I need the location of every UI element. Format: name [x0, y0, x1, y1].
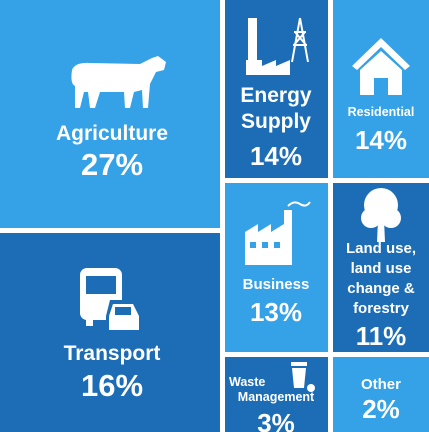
tile-label: Agriculture — [56, 122, 168, 145]
tile-label: Residential — [348, 105, 415, 119]
tile-label: Management — [238, 390, 315, 404]
tile-value: 3% — [257, 408, 295, 432]
waste-text: Waste Management 3% — [229, 375, 315, 432]
tile-label: Transport — [64, 342, 161, 365]
tile-value: 16% — [81, 368, 143, 403]
bus-icon — [80, 268, 144, 334]
waste-tile — [225, 357, 328, 432]
tree-icon — [361, 188, 401, 242]
cow-icon — [71, 56, 166, 108]
tile-value: 11% — [356, 321, 407, 351]
power-plant-icon — [246, 17, 309, 75]
tile-label: Energy — [240, 84, 312, 107]
tile-label: Supply — [241, 110, 311, 133]
tile-value: 13% — [250, 297, 302, 327]
tile-value: 14% — [355, 125, 407, 155]
factory-icon — [245, 201, 311, 265]
tile-value: 14% — [250, 141, 302, 171]
tile-value: 27% — [81, 147, 143, 182]
tile-label: Waste — [229, 375, 265, 389]
tile-label: Business — [243, 276, 310, 293]
tile-label: land use — [351, 260, 412, 277]
business-tile — [225, 183, 328, 352]
tile-label: Other — [361, 376, 401, 393]
residential-tile — [333, 0, 429, 178]
energy-tile — [225, 0, 328, 178]
tile-value: 2% — [362, 394, 400, 424]
tile-label: Land use, — [346, 240, 416, 257]
tile-label: change & — [347, 280, 415, 297]
house-icon — [352, 38, 410, 95]
bin-icon — [291, 362, 315, 392]
other-tile — [333, 357, 429, 432]
agriculture-tile — [0, 0, 220, 228]
tile-label: forestry — [353, 300, 410, 317]
